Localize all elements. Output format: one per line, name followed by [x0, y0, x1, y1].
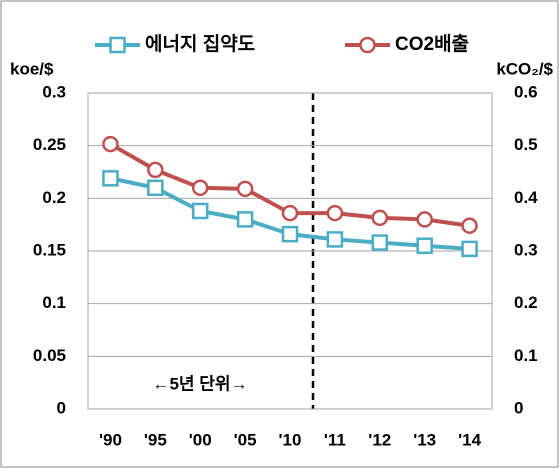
marker: [326, 231, 344, 248]
y2-tick-label: 0.6: [514, 82, 538, 101]
legend-label: CO2배출: [395, 33, 469, 55]
marker: [416, 211, 433, 228]
x-tick-label: '90: [99, 430, 122, 449]
y-tick-label: 0.25: [33, 135, 66, 154]
x-tick-label: '95: [144, 430, 167, 449]
y-axis-label: koe/$: [10, 59, 54, 78]
marker: [191, 202, 209, 220]
y-tick-label: 0.15: [33, 240, 66, 259]
y2-tick-label: 0.4: [514, 188, 538, 207]
marker: [147, 161, 164, 179]
x-tick-label: '10: [279, 430, 302, 449]
x-tick-label: '05: [234, 430, 257, 449]
x-tick-label: '00: [189, 430, 212, 449]
x-tick-label: '14: [458, 430, 481, 449]
marker: [281, 225, 299, 243]
marker: [281, 204, 299, 222]
y-tick-label: 0.05: [33, 346, 66, 365]
y-tick-label: 0.1: [42, 293, 66, 312]
y2-tick-label: 0: [514, 398, 523, 417]
marker: [236, 211, 254, 228]
legend-marker: [109, 36, 126, 54]
marker: [461, 240, 478, 258]
marker: [191, 179, 209, 197]
y2-tick-label: 0.5: [514, 135, 538, 154]
y-tick-label: 0: [57, 398, 66, 417]
marker: [236, 180, 254, 198]
legend-marker: [359, 36, 376, 54]
y2-tick-label: 0.2: [514, 293, 538, 312]
x-tick-label: '12: [368, 430, 391, 449]
marker: [326, 204, 344, 222]
x-tick-label: '13: [413, 430, 436, 449]
y-tick-label: 0.3: [42, 82, 66, 101]
marker: [371, 209, 389, 227]
y2-axis-label: kCO₂/$: [496, 59, 553, 78]
plot-frame: [87, 92, 493, 410]
legend-label: 에너지 집약도: [145, 33, 255, 55]
marker: [461, 217, 478, 234]
marker: [147, 179, 164, 197]
annotation: ←5년 단위→: [152, 374, 247, 393]
y2-tick-label: 0.3: [514, 240, 538, 259]
marker: [102, 170, 119, 187]
marker: [371, 234, 389, 251]
y-tick-label: 0.2: [42, 188, 66, 207]
marker: [102, 135, 119, 153]
x-tick-label: '11: [324, 430, 346, 449]
marker: [416, 237, 433, 254]
y2-tick-label: 0.1: [514, 346, 538, 365]
